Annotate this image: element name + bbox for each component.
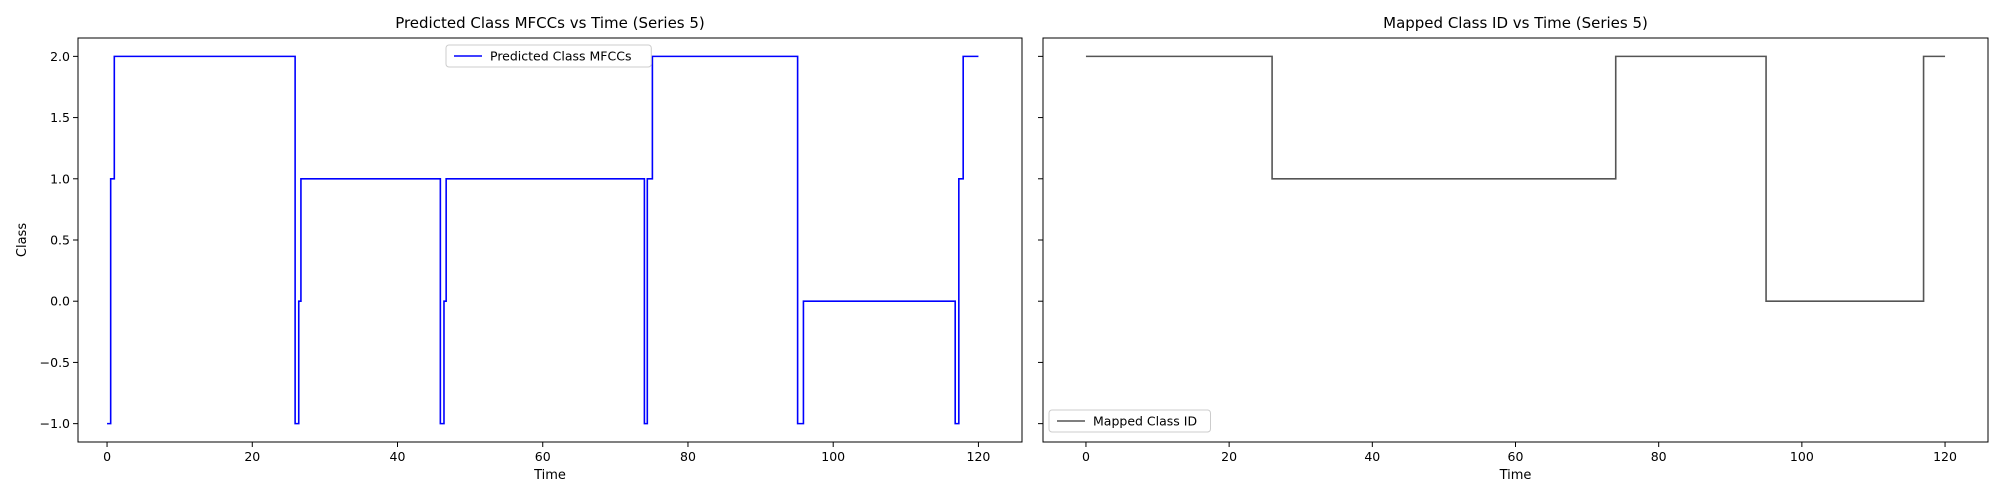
series-line-1: [107, 55, 979, 425]
chart-title: Mapped Class ID vs Time (Series 5): [1383, 14, 1648, 32]
x-tick-label: 0: [1082, 449, 1090, 464]
series-line-1: [1085, 55, 1946, 303]
legend-label: Predicted Class MFCCs: [490, 49, 631, 64]
plot-frame: [1042, 37, 1989, 443]
y-tick-label: 2.0: [50, 49, 70, 64]
y-tick-label: 1.5: [50, 110, 70, 125]
y-tick-label: 0.0: [50, 294, 70, 309]
chart-panel-1: Predicted Class MFCCs vs Time (Series 5)…: [15, 14, 1023, 483]
y-tick-label: 0.5: [50, 233, 70, 248]
x-tick-label: 40: [1364, 449, 1380, 464]
x-axis-label: Time: [1499, 468, 1532, 483]
y-axis-label: Class: [15, 223, 30, 257]
y-tick-label: 1.0: [50, 171, 70, 186]
x-tick-label: 60: [1508, 449, 1524, 464]
legend-label: Mapped Class ID: [1093, 414, 1197, 429]
x-tick-label: 60: [535, 449, 551, 464]
y-tick-label: −0.5: [40, 355, 70, 370]
legend-box: [1048, 409, 1211, 433]
legend: Predicted Class MFCCs: [445, 44, 652, 68]
x-tick-label: 20: [1221, 449, 1237, 464]
x-tick-label: 120: [1933, 449, 1957, 464]
x-tick-label: 80: [680, 449, 696, 464]
y-tick-label: −1.0: [40, 416, 70, 431]
chart-title: Predicted Class MFCCs vs Time (Series 5): [395, 14, 705, 32]
legend: Mapped Class ID: [1048, 409, 1211, 433]
x-tick-label: 80: [1651, 449, 1667, 464]
x-tick-label: 40: [390, 449, 406, 464]
x-tick-label: 120: [967, 449, 991, 464]
legend-box: [445, 44, 652, 68]
x-tick-label: 100: [1790, 449, 1814, 464]
plot-frame: [77, 37, 1023, 443]
x-tick-label: 100: [821, 449, 845, 464]
x-tick-label: 0: [103, 449, 111, 464]
x-tick-label: 20: [244, 449, 260, 464]
x-axis-label: Time: [533, 468, 566, 483]
chart-panel-2: Mapped Class ID vs Time (Series 5) 0 20 40 6…: [1038, 14, 1989, 483]
